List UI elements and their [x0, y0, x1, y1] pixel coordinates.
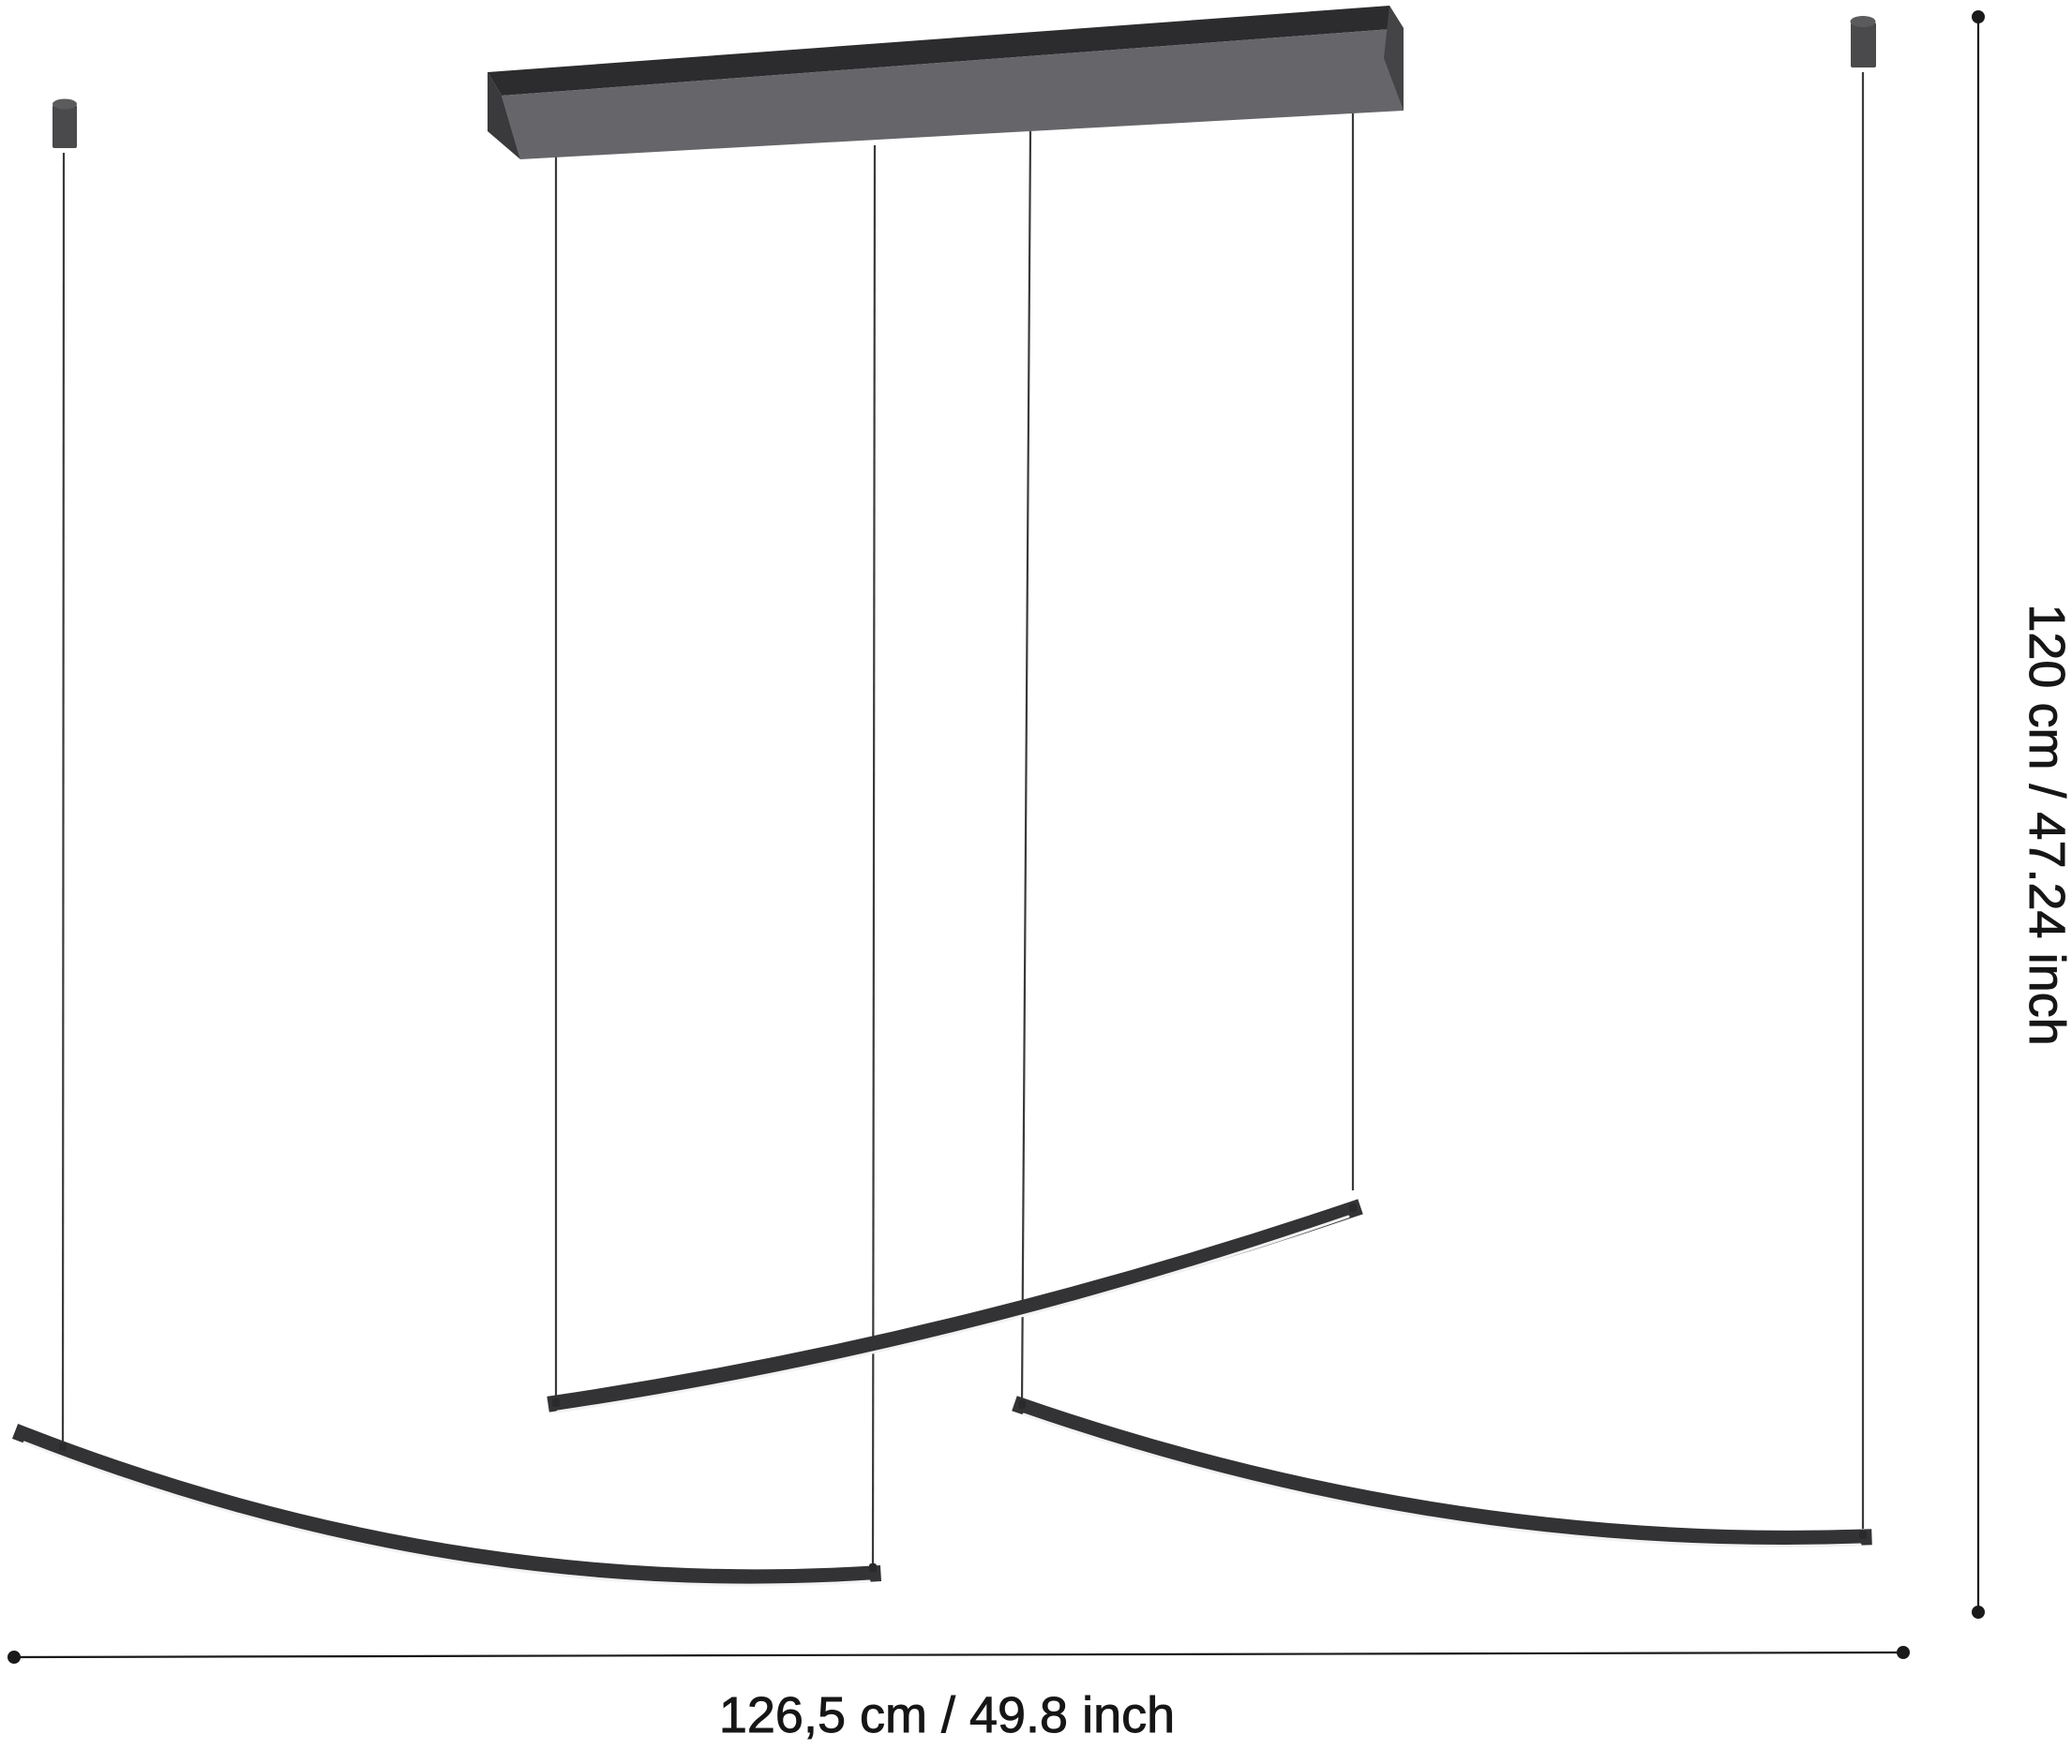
svg-text:120 cm / 47.24 inch: 120 cm / 47.24 inch	[2019, 604, 2072, 1045]
svg-text:126,5 cm / 49.8 inch: 126,5 cm / 49.8 inch	[719, 1687, 1175, 1743]
